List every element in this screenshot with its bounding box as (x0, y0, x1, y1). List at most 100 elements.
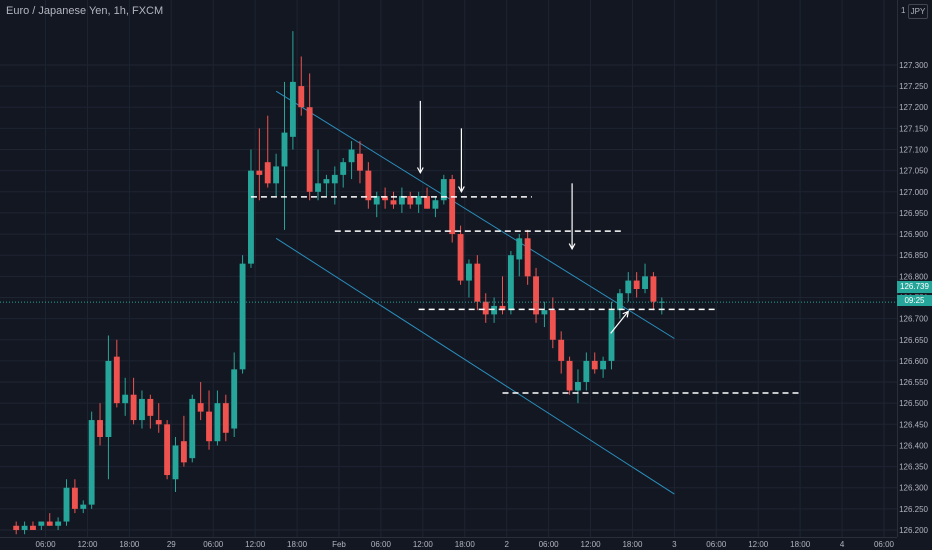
channel-line (275, 90, 675, 339)
candle-body (222, 403, 229, 433)
candle-body (365, 170, 372, 201)
candle-body (315, 183, 321, 192)
candle-body (499, 305, 506, 311)
candle-body (625, 280, 632, 294)
candle-body (97, 420, 103, 437)
candle-body (340, 162, 347, 175)
candle-body (239, 263, 246, 370)
candle-body (46, 521, 53, 526)
candle-body (172, 445, 179, 480)
trend-channel[interactable] (275, 90, 675, 495)
candle-body (289, 81, 296, 137)
time-tick-label: 06:00 (706, 540, 727, 549)
candle-body (122, 394, 129, 404)
time-tick-label: Feb (332, 540, 346, 549)
candle-body (30, 525, 36, 530)
candle-body (457, 234, 464, 281)
candle-body (398, 196, 405, 205)
axis-top-label: 1 (901, 6, 906, 15)
candle-body (180, 441, 187, 463)
price-tick-label: 126.350 (899, 463, 928, 472)
candle-body (105, 360, 112, 437)
time-tick-label: 06:00 (371, 540, 392, 549)
arrow-head (568, 243, 576, 251)
candle-body (482, 301, 489, 315)
annotation-arrows[interactable] (416, 100, 630, 334)
price-tick-label: 127.300 (899, 61, 928, 70)
bar-countdown: 09:25 (897, 295, 932, 306)
candle-body (348, 149, 355, 163)
price-tick-label: 127.200 (899, 103, 928, 112)
price-tick-label: 126.450 (899, 420, 928, 429)
channel-line (275, 237, 675, 495)
time-tick-label: 06:00 (203, 540, 224, 549)
candle-body (616, 293, 623, 311)
candle-body (415, 196, 422, 205)
time-tick-label: 12:00 (77, 540, 98, 549)
time-tick-label: 06:00 (874, 540, 895, 549)
candle-body (197, 403, 204, 412)
candle-body (650, 276, 657, 302)
arrow-shaft (610, 311, 629, 334)
horizontal-levels[interactable] (250, 196, 801, 394)
candle-body (516, 238, 523, 260)
candle-body (248, 170, 254, 264)
candle-body (206, 411, 212, 442)
candle-body (407, 196, 414, 205)
candle-body (214, 403, 221, 442)
symbol-title[interactable]: Euro / Japanese Yen, 1h, FXCM (6, 5, 164, 17)
price-tick-label: 126.500 (899, 399, 928, 408)
time-tick-label: 12:00 (245, 540, 266, 549)
price-tick-label: 126.600 (899, 357, 928, 366)
candle-body (13, 525, 20, 530)
candle-body (264, 162, 271, 184)
candle-body (189, 398, 196, 459)
arrow-head (622, 310, 630, 318)
candle-body (583, 360, 590, 383)
candle-body (281, 132, 288, 167)
time-tick-label: 06:00 (36, 540, 57, 549)
candle-body (424, 196, 430, 209)
price-tick-label: 126.800 (899, 272, 928, 281)
candle-body (63, 487, 70, 522)
candle-body (591, 360, 598, 370)
price-tick-label: 127.150 (899, 124, 928, 133)
time-axis-labels[interactable]: 06:00 12:00 18:00 29 06:00 12:00 18:00 Feb 06:00… (36, 540, 895, 549)
price-tick-label: 126.650 (899, 336, 928, 345)
candle-body (440, 179, 447, 201)
time-tick-label: 12:00 (581, 540, 602, 549)
candle-body (155, 420, 162, 425)
candle-body (390, 200, 397, 205)
candle-body (432, 200, 439, 209)
price-tick-label: 126.550 (899, 378, 928, 387)
time-tick-label: 06:00 (539, 540, 560, 549)
time-tick-label: 18:00 (790, 540, 811, 549)
candle-body (524, 238, 531, 277)
candle-body (164, 424, 171, 476)
candle-body (474, 263, 481, 302)
candle-body (507, 255, 514, 311)
arrow-head (416, 167, 424, 175)
time-tick-label: 29 (167, 540, 176, 549)
price-tick-label: 127.100 (899, 146, 928, 155)
arrow-head (458, 186, 465, 194)
candle-body (306, 107, 313, 192)
candle-body (298, 86, 305, 108)
candle-body (231, 369, 238, 429)
candle-body (449, 179, 456, 235)
candle-body (600, 360, 607, 370)
price-tick-label: 127.000 (899, 188, 928, 197)
candle-body (139, 398, 145, 421)
time-tick-label: 18:00 (455, 540, 476, 549)
candle-body (658, 301, 665, 303)
candle-body (71, 487, 78, 509)
candle-body (147, 398, 154, 416)
currency-badge[interactable]: JPY (908, 4, 928, 19)
time-tick-label: 12:00 (748, 540, 769, 549)
candle-body (21, 525, 28, 530)
candle-body (549, 310, 556, 340)
candle-body (633, 280, 640, 290)
candle-body (38, 521, 45, 526)
candle-body (357, 153, 363, 171)
